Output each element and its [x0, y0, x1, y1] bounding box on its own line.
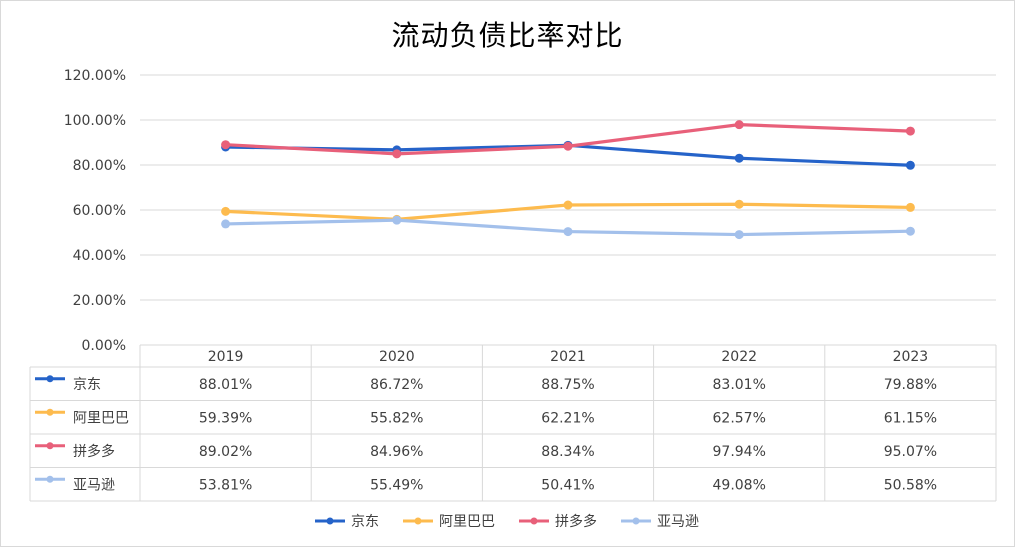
- data-point: [221, 219, 231, 229]
- legend-label: 亚马逊: [657, 514, 699, 530]
- y-tick-label: 60.00%: [73, 203, 126, 219]
- x-tick-label: 2021: [550, 349, 586, 365]
- data-point: [905, 202, 915, 212]
- legend-marker: [326, 517, 334, 525]
- data-label: 50.58%: [884, 477, 937, 493]
- data-label: 50.41%: [541, 477, 594, 493]
- data-label: 89.02%: [199, 444, 252, 460]
- data-point: [734, 230, 744, 240]
- data-label: 95.07%: [884, 444, 937, 460]
- data-point: [905, 160, 915, 170]
- table-legend-marker: [46, 375, 54, 383]
- data-label: 97.94%: [713, 444, 766, 460]
- data-point: [392, 149, 402, 159]
- data-label: 83.01%: [713, 377, 766, 393]
- chart-title: 流动负债比率对比: [391, 19, 624, 52]
- table-series-name: 拼多多: [73, 443, 115, 460]
- y-tick-label: 0.00%: [82, 338, 126, 354]
- data-point: [221, 206, 231, 216]
- x-tick-label: 2019: [208, 349, 244, 365]
- data-label: 62.57%: [713, 410, 766, 426]
- y-tick-label: 120.00%: [64, 68, 126, 84]
- legend-marker: [632, 517, 640, 525]
- data-label: 62.21%: [541, 410, 594, 426]
- y-tick-label: 80.00%: [73, 158, 126, 174]
- data-label: 88.34%: [541, 444, 594, 460]
- data-label: 61.15%: [884, 410, 937, 426]
- data-point: [734, 199, 744, 209]
- data-point: [221, 140, 231, 150]
- data-label: 79.88%: [884, 377, 937, 393]
- data-point: [392, 215, 402, 225]
- legend-marker: [414, 517, 422, 525]
- data-label: 86.72%: [370, 377, 423, 393]
- y-tick-label: 20.00%: [73, 293, 126, 309]
- data-point: [905, 226, 915, 236]
- data-label: 49.08%: [713, 477, 766, 493]
- data-label: 55.82%: [370, 410, 423, 426]
- legend-label: 阿里巴巴: [439, 514, 495, 530]
- y-tick-label: 40.00%: [73, 248, 126, 264]
- legend-label: 京东: [351, 514, 379, 530]
- x-tick-label: 2020: [379, 349, 415, 365]
- table-legend-marker: [46, 475, 54, 483]
- data-label: 88.01%: [199, 377, 252, 393]
- table-series-name: 京东: [73, 377, 101, 393]
- data-point: [734, 153, 744, 163]
- data-label: 55.49%: [370, 477, 423, 493]
- table-series-name: 亚马逊: [73, 477, 115, 493]
- data-point: [905, 126, 915, 136]
- data-point: [563, 200, 573, 210]
- data-label: 59.39%: [199, 410, 252, 426]
- data-label: 84.96%: [370, 444, 423, 460]
- x-tick-label: 2023: [893, 349, 929, 365]
- y-tick-label: 100.00%: [64, 113, 126, 129]
- legend-label: 拼多多: [555, 513, 597, 530]
- table-legend-marker: [46, 442, 54, 450]
- data-point: [563, 141, 573, 151]
- legend-marker: [530, 517, 538, 525]
- data-point: [563, 227, 573, 237]
- table-series-name: 阿里巴巴: [73, 410, 129, 426]
- data-label: 53.81%: [199, 477, 252, 493]
- data-point: [734, 120, 744, 130]
- data-label: 88.75%: [541, 377, 594, 393]
- x-tick-label: 2022: [721, 349, 757, 365]
- table-legend-marker: [46, 408, 54, 416]
